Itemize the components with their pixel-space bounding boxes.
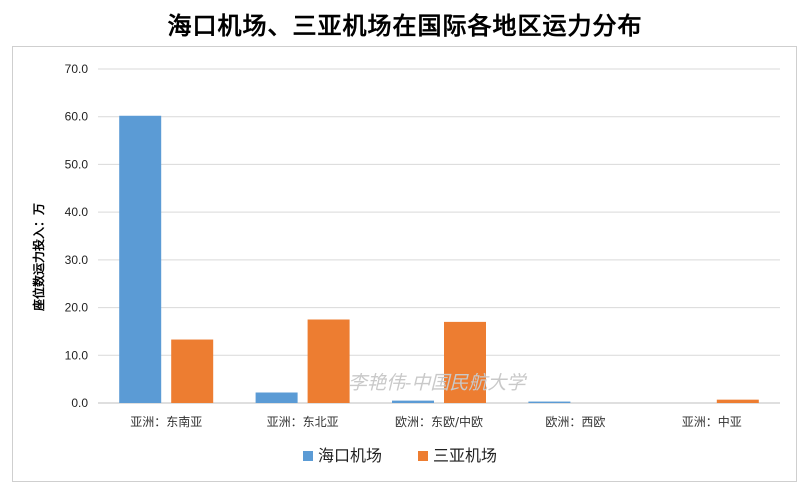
y-tick-label: 10.0 [65,348,89,362]
bar-三亚机场-0 [171,339,214,403]
y-tick-label: 30.0 [65,253,89,267]
bars [119,115,759,403]
bar-三亚机场-4 [716,399,759,403]
y-tick-label: 20.0 [65,301,89,315]
legend-label: 三亚机场 [433,446,497,465]
bar-三亚机场-2 [444,321,486,403]
x-category-label: 亚洲：东南亚 [130,414,202,429]
x-category-label: 欧洲：东欧/中欧 [395,414,483,429]
legend-swatch [303,451,313,461]
y-tick-label: 50.0 [65,157,89,171]
bar-海口机场-1 [255,392,298,403]
x-axis-categories: 亚洲：东南亚 亚洲：东北亚 欧洲：东欧/中欧 欧洲：西欧 亚洲：中亚 [130,414,742,429]
bar-海口机场-2 [392,400,434,403]
y-tick-label: 0.0 [71,396,88,410]
watermark: 李艳伟-中国民航大学 [348,372,527,394]
chart-frame: 0.0 10.0 20.0 30.0 40.0 50.0 60.0 70.0 亚洲：东南亚 亚洲… [12,46,797,482]
x-category-label: 欧洲：西欧 [545,415,605,429]
legend-swatch [418,451,428,461]
legend: 海口机场 三亚机场 [303,446,497,465]
y-axis-ticks: 0.0 10.0 20.0 30.0 40.0 50.0 60.0 70.0 [65,62,89,410]
y-tick-label: 60.0 [65,110,89,124]
y-tick-label: 70.0 [65,62,89,76]
x-category-label: 亚洲：中亚 [682,414,742,429]
chart-title: 海口机场、三亚机场在国际各地区运力分布 [167,12,643,40]
bar-海口机场-3 [528,401,571,403]
bar-chart: 0.010.020.030.040.050.060.070.0 亚洲：东南亚 亚洲… [31,62,780,465]
y-tick-label: 40.0 [65,205,89,219]
bar-三亚机场-1 [307,319,350,403]
x-category-label: 亚洲：东北亚 [267,415,339,429]
bar-海口机场-0 [119,115,162,403]
legend-label: 海口机场 [318,446,382,465]
y-axis-label: 座位数运力投入：万 [31,203,46,312]
